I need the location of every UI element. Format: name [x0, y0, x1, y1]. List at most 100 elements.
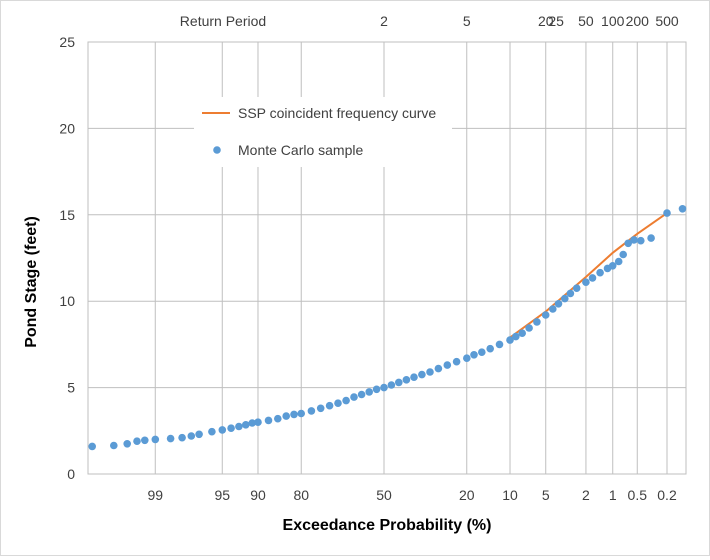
data-point — [630, 236, 638, 244]
y-tick-labels: 0 5 10 15 20 25 — [59, 34, 75, 482]
data-point — [342, 396, 350, 405]
data-point — [637, 236, 645, 245]
data-point — [395, 378, 403, 387]
data-point — [248, 419, 256, 427]
data-point — [402, 376, 411, 384]
data-point — [380, 383, 388, 392]
legend-label-ssp: SSP coincident frequency curve — [238, 105, 436, 121]
data-point — [663, 209, 671, 217]
return-period-tick-label: 5 — [463, 13, 471, 29]
data-point — [452, 357, 461, 366]
data-point — [572, 284, 581, 293]
data-point — [297, 409, 306, 418]
y-tick-label: 10 — [59, 293, 75, 309]
y-tick-label: 20 — [59, 120, 75, 136]
data-point — [264, 416, 273, 425]
return-period-tick-label: 20 — [538, 13, 554, 29]
data-point — [647, 234, 655, 242]
data-point — [549, 305, 557, 313]
data-point — [426, 368, 434, 376]
data-point — [463, 354, 471, 363]
data-point — [151, 435, 160, 444]
data-point — [387, 381, 396, 389]
legend-label-monte-carlo: Monte Carlo sample — [238, 142, 363, 158]
data-point — [218, 426, 227, 434]
data-point — [208, 427, 216, 436]
x-tick-label: 0.2 — [657, 487, 677, 503]
data-point — [357, 390, 366, 399]
x-tick-label: 0.5 — [628, 487, 648, 503]
legend-box — [194, 97, 452, 167]
data-point — [178, 433, 186, 442]
data-point — [316, 404, 325, 413]
data-point — [195, 430, 203, 439]
return-period-tick-label: 500 — [655, 13, 679, 29]
data-point — [478, 348, 486, 357]
data-point — [495, 340, 504, 349]
data-point — [443, 361, 452, 369]
data-point — [282, 412, 291, 420]
data-point — [274, 414, 282, 423]
data-point — [350, 393, 358, 401]
data-point — [582, 278, 590, 287]
return-period-tick-label: 100 — [601, 13, 625, 29]
data-point — [141, 436, 149, 445]
x-tick-label: 80 — [293, 487, 309, 503]
x-tick-label: 5 — [542, 487, 550, 503]
x-tick-labels: 99 95 90 80 50 20 10 5 2 1 0.5 0.2 — [147, 487, 676, 503]
data-point — [678, 205, 687, 213]
y-tick-label: 0 — [67, 466, 75, 482]
y-tick-label: 5 — [67, 380, 75, 396]
data-point — [608, 262, 617, 270]
return-period-tick-label: 25 — [548, 13, 564, 29]
data-point — [596, 268, 604, 277]
data-point — [227, 424, 235, 433]
x-tick-label: 2 — [582, 487, 590, 503]
series-points-monte-carlo — [88, 205, 687, 451]
x-axis-title: Exceedance Probability (%) — [283, 517, 492, 534]
data-point — [166, 434, 175, 443]
data-point — [561, 294, 569, 303]
data-point — [525, 324, 533, 332]
series-line-ssp — [509, 212, 668, 339]
data-point — [619, 250, 627, 259]
data-point — [418, 370, 426, 379]
data-point — [506, 336, 514, 344]
data-point — [518, 329, 526, 338]
return-period-label: Return Period — [180, 13, 266, 29]
data-point — [365, 388, 374, 396]
data-point — [187, 432, 196, 440]
data-point — [110, 441, 118, 450]
data-point — [325, 401, 334, 410]
data-point — [486, 344, 495, 353]
y-tick-label: 25 — [59, 34, 75, 50]
data-point — [235, 422, 243, 431]
data-point — [410, 373, 418, 382]
x-tick-label: 20 — [459, 487, 475, 503]
data-point — [588, 274, 597, 282]
data-point — [512, 332, 520, 341]
data-point — [533, 318, 541, 326]
data-point — [372, 385, 381, 394]
y-tick-label: 15 — [59, 207, 75, 223]
plot-area-border — [87, 41, 687, 475]
x-tick-label: 1 — [609, 487, 617, 503]
data-point — [133, 437, 141, 446]
data-point — [307, 407, 316, 415]
x-tick-label: 99 — [147, 487, 163, 503]
x-tick-label: 95 — [214, 487, 230, 503]
data-point — [614, 257, 623, 266]
x-tick-label: 10 — [502, 487, 518, 503]
return-period-tick-label: 200 — [626, 13, 650, 29]
legend: SSP coincident frequency curve Monte Car… — [194, 97, 452, 167]
data-point — [290, 410, 298, 419]
return-period-tick-label: 2 — [380, 13, 388, 29]
data-point — [123, 440, 131, 448]
data-point — [554, 300, 563, 308]
data-point — [566, 289, 575, 298]
data-point — [88, 442, 96, 451]
data-point — [434, 364, 443, 373]
